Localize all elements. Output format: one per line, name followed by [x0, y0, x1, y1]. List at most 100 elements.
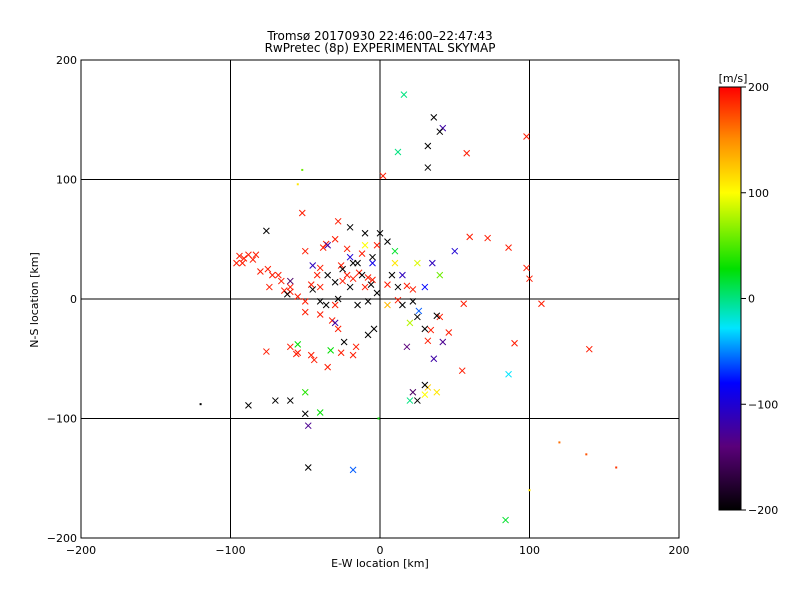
data-point-x: [399, 271, 406, 279]
data-point-x: [263, 348, 270, 355]
data-point-x: [240, 255, 248, 262]
data-point-x: [399, 301, 406, 309]
colorbar-tick-label: −200: [748, 504, 778, 517]
data-point-x: [307, 281, 315, 289]
x-tick-label: 100: [519, 544, 540, 557]
data-point-x: [283, 290, 291, 298]
data-point-x: [538, 300, 545, 308]
y-tick-label: −200: [47, 532, 77, 545]
data-point-x: [343, 271, 351, 279]
data-point-x: [239, 259, 246, 267]
data-point-x: [484, 234, 491, 242]
data-point-x: [361, 283, 369, 291]
data-point-dot: [585, 453, 588, 456]
data-point-x: [523, 133, 530, 140]
y-tick-label: 100: [56, 174, 77, 187]
data-point-x: [369, 253, 376, 261]
data-point-x: [361, 241, 369, 249]
colorbar-tick-label: −100: [748, 398, 778, 411]
data-point-dot: [528, 489, 531, 492]
data-point-x: [421, 283, 429, 291]
data-point-x: [376, 229, 384, 237]
data-point-dot: [199, 403, 202, 406]
data-point-x: [358, 271, 366, 279]
data-point-x: [346, 253, 354, 261]
data-point-x: [367, 281, 375, 289]
x-tick-label: 200: [669, 544, 690, 557]
data-point-x: [436, 128, 444, 136]
data-point-x: [384, 281, 391, 289]
data-point-x: [505, 244, 512, 251]
data-point-x: [388, 271, 396, 279]
chart-subtitle: RwPretec (8p) EXPERIMENTAL SKYMAP: [265, 41, 496, 55]
data-point-x: [394, 148, 402, 156]
x-tick-label: −100: [215, 544, 245, 557]
data-point-x: [502, 516, 509, 524]
data-point-x: [309, 286, 317, 293]
data-point-x: [400, 91, 408, 99]
colorbar-tick-label: 200: [748, 81, 769, 94]
y-tick-label: 200: [56, 54, 77, 67]
data-point-x: [316, 409, 324, 416]
data-point-x: [274, 271, 282, 279]
data-point-x: [322, 301, 330, 309]
data-point-x: [585, 345, 593, 353]
x-tick-label: 0: [377, 544, 384, 557]
data-point-x: [286, 283, 294, 291]
data-point-x: [406, 397, 414, 404]
data-point-x: [301, 308, 309, 316]
data-point-x: [331, 235, 339, 243]
data-point-x: [369, 259, 376, 267]
data-point-x: [466, 233, 474, 241]
data-point-x: [286, 343, 294, 351]
data-point-x: [316, 311, 324, 318]
data-point-dot: [301, 168, 304, 171]
data-point-x: [316, 283, 324, 291]
colorbar-ticks: 200 100 0 −100 −200: [741, 81, 778, 517]
data-point-x: [252, 251, 260, 259]
data-point-x: [427, 326, 435, 334]
data-point-x: [391, 247, 399, 255]
data-point-x: [331, 278, 339, 286]
data-point-x: [406, 319, 414, 327]
data-point-x: [301, 410, 309, 418]
data-point-x: [414, 397, 421, 404]
data-point-x: [369, 276, 376, 284]
data-point-x: [307, 351, 315, 359]
data-point-x: [511, 339, 518, 347]
data-point-x: [331, 319, 339, 327]
data-point-x: [430, 355, 438, 363]
data-point-dot: [558, 441, 561, 444]
data-point-x: [339, 277, 346, 285]
data-point-x: [436, 271, 444, 279]
data-point-x: [324, 241, 332, 249]
data-point-x: [337, 262, 345, 269]
colorbar-tick-label: 0: [748, 293, 755, 306]
data-point-x: [349, 259, 357, 267]
y-tick-label: −100: [47, 413, 77, 426]
data-point-x: [373, 289, 381, 297]
data-point-x: [324, 363, 332, 371]
data-point-x: [370, 325, 378, 333]
data-point-x: [460, 300, 468, 308]
data-point-x: [433, 388, 441, 396]
data-point-x: [458, 367, 466, 375]
data-point-x: [384, 238, 391, 245]
data-point-x: [277, 277, 285, 285]
data-point-x: [445, 329, 453, 336]
y-axis-label: N-S location [km]: [28, 252, 41, 348]
data-point-x: [316, 298, 324, 305]
data-point-x: [523, 264, 530, 272]
data-point-x: [391, 259, 399, 267]
data-point-x: [236, 252, 243, 260]
data-point-x: [294, 293, 302, 300]
data-point-x: [313, 271, 321, 279]
data-point-x: [409, 388, 417, 396]
data-point-x: [301, 247, 309, 255]
data-point-x: [415, 307, 423, 315]
data-point-x: [257, 268, 264, 275]
data-point-x: [263, 227, 270, 235]
data-point-x: [373, 241, 381, 249]
data-point-x: [331, 301, 339, 309]
data-point-x: [301, 388, 309, 396]
